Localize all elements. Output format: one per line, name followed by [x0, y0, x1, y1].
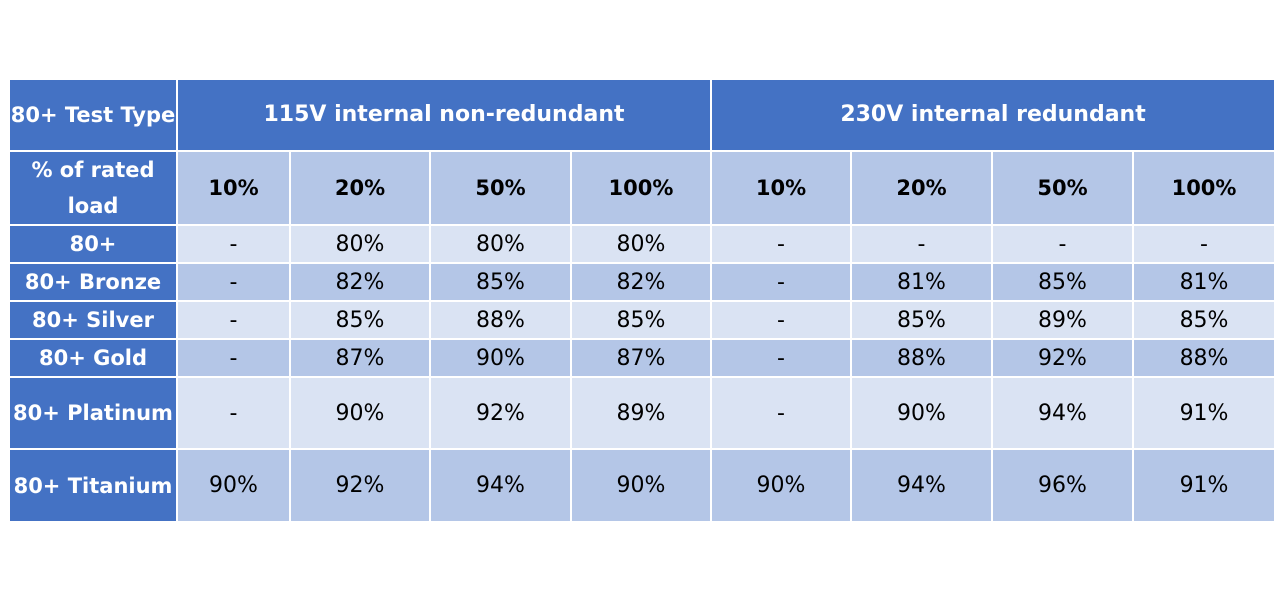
- table-cell: 87%: [570, 338, 712, 378]
- row-label: 80+ Silver: [8, 300, 178, 340]
- table-row: 80+ - 80% 80% 80% - - - -: [8, 224, 1277, 264]
- row-label: 80+ Bronze: [8, 262, 178, 302]
- load-header-cell: 20%: [850, 150, 993, 226]
- table-cell: -: [850, 224, 993, 264]
- table-cell: 81%: [850, 262, 993, 302]
- table-cell: 92%: [429, 376, 572, 450]
- table-cell: 89%: [570, 376, 712, 450]
- table-cell: 96%: [991, 448, 1134, 523]
- table-cell: -: [710, 224, 852, 264]
- table-cell: 85%: [991, 262, 1134, 302]
- row-label: 80+ Platinum: [8, 376, 178, 450]
- header-row: 80+ Test Type 115V internal non-redundan…: [8, 78, 1277, 152]
- efficiency-table-container: 80+ Test Type 115V internal non-redundan…: [8, 78, 1277, 523]
- load-header-cell: 50%: [991, 150, 1134, 226]
- table-cell: 80%: [429, 224, 572, 264]
- table-cell: -: [1131, 224, 1277, 264]
- group-header-115v: 115V internal non-redundant: [176, 78, 712, 152]
- table-cell: 81%: [1131, 262, 1277, 302]
- table-cell: 94%: [429, 448, 572, 523]
- row-label: 80+ Gold: [8, 338, 178, 378]
- table-cell: 90%: [289, 376, 431, 450]
- table-cell: 90%: [710, 448, 852, 523]
- row-label: 80+: [8, 224, 178, 264]
- table-cell: -: [710, 300, 852, 340]
- table-cell: 90%: [176, 448, 291, 523]
- table-cell: 82%: [289, 262, 431, 302]
- test-type-header: 80+ Test Type: [8, 78, 178, 152]
- efficiency-table: 80+ Test Type 115V internal non-redundan…: [8, 78, 1277, 523]
- load-header-cell: 20%: [289, 150, 431, 226]
- group-header-230v: 230V internal redundant: [709, 78, 1277, 152]
- table-cell: 80%: [289, 224, 431, 264]
- table-cell: -: [176, 338, 291, 378]
- table-cell: 92%: [991, 338, 1134, 378]
- table-cell: 90%: [570, 448, 712, 523]
- table-cell: 87%: [289, 338, 431, 378]
- table-row: 80+ Silver - 85% 88% 85% - 85% 89% 85%: [8, 300, 1277, 340]
- table-cell: 89%: [991, 300, 1134, 340]
- table-cell: -: [991, 224, 1134, 264]
- table-cell: 80%: [570, 224, 712, 264]
- table-cell: 88%: [850, 338, 993, 378]
- table-cell: 94%: [850, 448, 993, 523]
- table-cell: -: [710, 338, 852, 378]
- table-cell: -: [176, 300, 291, 340]
- table-cell: 94%: [991, 376, 1134, 450]
- table-cell: 92%: [289, 448, 431, 523]
- table-cell: 91%: [1131, 448, 1277, 523]
- table-cell: 91%: [1131, 376, 1277, 450]
- table-cell: 85%: [850, 300, 993, 340]
- table-row: 80+ Platinum - 90% 92% 89% - 90% 94% 91%: [8, 376, 1277, 450]
- load-header-cell: 50%: [429, 150, 572, 226]
- table-cell: 88%: [429, 300, 572, 340]
- table-cell: -: [710, 262, 852, 302]
- load-header-cell: 100%: [570, 150, 712, 226]
- load-header-cell: 10%: [176, 150, 291, 226]
- table-cell: 85%: [1131, 300, 1277, 340]
- table-cell: -: [710, 376, 852, 450]
- table-cell: -: [176, 262, 291, 302]
- table-row: 80+ Bronze - 82% 85% 82% - 81% 85% 81%: [8, 262, 1277, 302]
- load-header-cell: 10%: [710, 150, 852, 226]
- table-cell: 90%: [850, 376, 993, 450]
- table-cell: 82%: [570, 262, 712, 302]
- load-header-cell: 100%: [1131, 150, 1277, 226]
- table-cell: -: [176, 224, 291, 264]
- load-header-row: % of rated load 10% 20% 50% 100% 10% 20%…: [8, 150, 1277, 226]
- table-cell: 85%: [429, 262, 572, 302]
- table-cell: 85%: [570, 300, 712, 340]
- row-label: 80+ Titanium: [8, 448, 178, 523]
- table-row: 80+ Gold - 87% 90% 87% - 88% 92% 88%: [8, 338, 1277, 378]
- table-cell: -: [176, 376, 291, 450]
- table-cell: 88%: [1131, 338, 1277, 378]
- table-cell: 90%: [429, 338, 572, 378]
- rated-load-header: % of rated load: [8, 150, 178, 226]
- table-cell: 85%: [289, 300, 431, 340]
- table-row: 80+ Titanium 90% 92% 94% 90% 90% 94% 96%…: [8, 448, 1277, 523]
